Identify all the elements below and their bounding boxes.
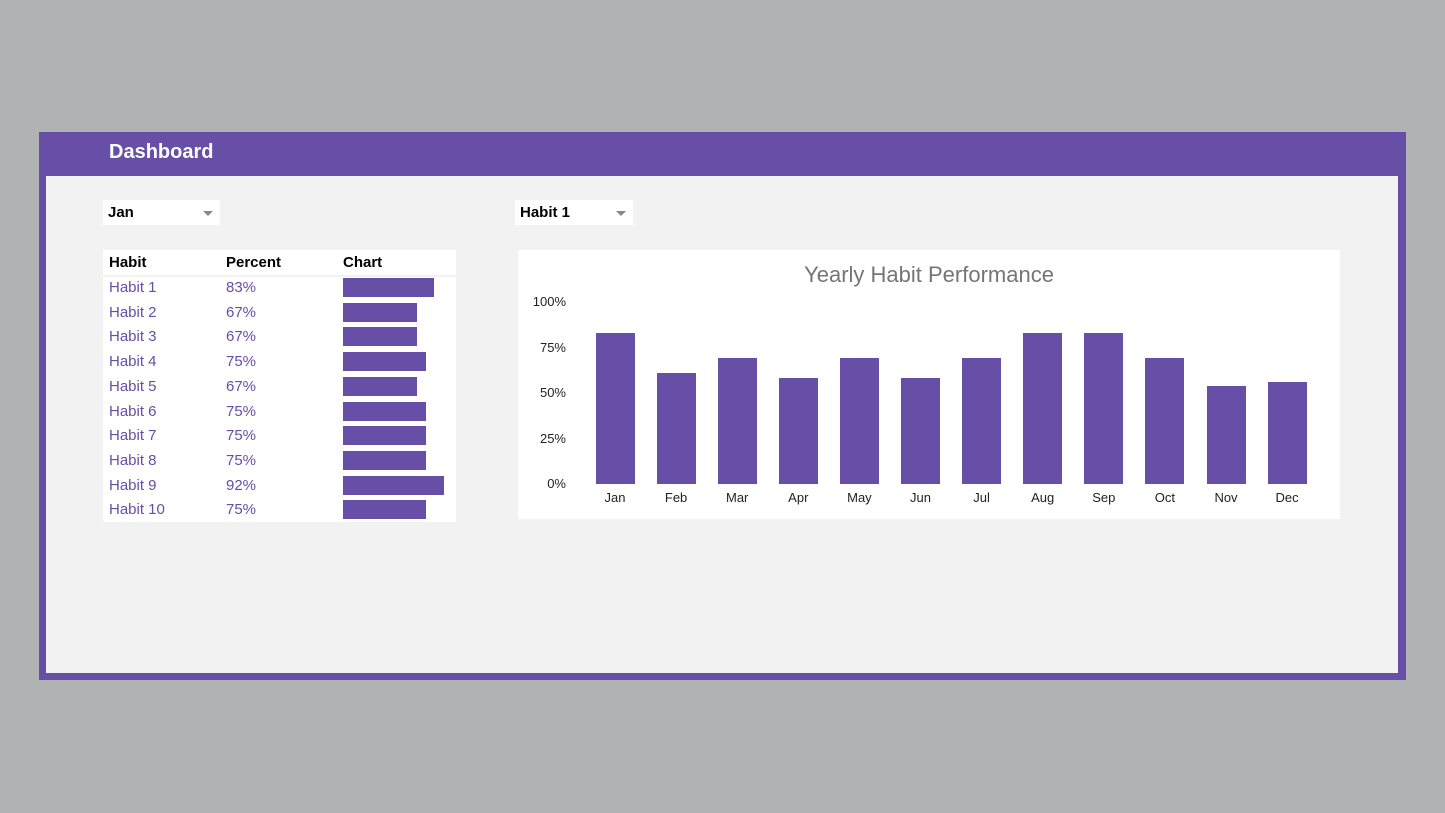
chevron-down-icon — [203, 211, 213, 216]
dashboard-frame: Dashboard Jan Habit 1 Habit Percent Char… — [39, 132, 1406, 680]
percent-bar — [343, 302, 417, 322]
chevron-down-icon — [616, 211, 626, 216]
chart-bar-jul — [962, 358, 1002, 484]
x-tick-label: Jul — [973, 490, 990, 505]
y-tick-label: 25% — [539, 430, 566, 446]
habit-percent: 67% — [226, 377, 257, 395]
habit-percent: 75% — [226, 427, 257, 445]
percent-bar — [343, 327, 417, 347]
table-row: Habit 6 75% — [103, 399, 456, 424]
habit-name: Habit 7 — [109, 427, 157, 445]
habit-name: Habit 4 — [109, 353, 157, 371]
table-row: Habit 1 83% — [103, 275, 456, 300]
habit-dropdown[interactable]: Habit 1 — [515, 200, 633, 225]
chart-bar-mar — [717, 358, 757, 484]
habit-percent: 67% — [226, 303, 257, 321]
habit-percent: 92% — [226, 476, 257, 494]
percent-bar — [343, 450, 426, 470]
habit-name: Habit 8 — [109, 451, 157, 469]
habit-name: Habit 1 — [109, 279, 157, 296]
chart-title: Yearly Habit Performance — [804, 262, 1054, 287]
x-tick-label: Apr — [788, 490, 809, 505]
percent-bar — [343, 426, 426, 446]
chart-bar-jan — [595, 332, 635, 484]
habit-name: Habit 6 — [109, 402, 157, 420]
table-row: Habit 9 92% — [103, 473, 456, 498]
percent-bar — [343, 401, 426, 421]
dashboard-body: Jan Habit 1 Habit Percent Chart Habit 1 … — [46, 176, 1398, 673]
x-tick-label: Aug — [1031, 490, 1055, 505]
habit-percent: 75% — [226, 451, 257, 469]
habit-name: Habit 10 — [109, 501, 165, 519]
x-tick-label: Dec — [1275, 490, 1299, 505]
habit-percent: 75% — [226, 402, 257, 420]
x-tick-label: Mar — [725, 490, 749, 505]
yearly-performance-chart: Yearly Habit Performance 0% 25% 50% 75% 100%… — [518, 250, 1340, 519]
table-header: Habit Percent Chart — [103, 250, 456, 277]
x-tick-label: Nov — [1214, 490, 1238, 505]
table-row: Habit 4 75% — [103, 349, 456, 374]
table-row: Habit 5 67% — [103, 374, 456, 399]
chart-bar-apr — [778, 378, 818, 484]
percent-bar — [343, 500, 426, 520]
x-tick-label: Jan — [604, 490, 626, 505]
x-tick-label: May — [847, 490, 872, 505]
x-tick-label: Jun — [910, 490, 931, 505]
percent-bar — [343, 475, 445, 495]
habit-percent: 67% — [226, 328, 257, 346]
chart-bar-may — [839, 358, 879, 484]
month-dropdown-value: Jan — [108, 204, 134, 221]
column-header-percent: Percent — [226, 254, 282, 271]
percent-bar — [343, 376, 417, 396]
table-row: Habit 10 75% — [103, 497, 456, 522]
y-tick-label: 50% — [539, 385, 566, 400]
x-tick-label: Feb — [664, 490, 688, 505]
x-tick-label: Oct — [1154, 490, 1175, 505]
table-row: Habit 7 75% — [103, 423, 456, 448]
chart-bar-dec — [1267, 382, 1307, 484]
habit-table: Habit Percent Chart Habit 1 83% Habit 2 … — [103, 250, 456, 522]
habit-percent: 75% — [226, 353, 257, 371]
column-header-chart: Chart — [343, 254, 383, 271]
x-tick-label: Sep — [1092, 490, 1116, 505]
column-header-habit: Habit — [109, 254, 147, 271]
habit-name: Habit 2 — [109, 303, 157, 321]
y-tick-label: 100% — [532, 294, 566, 309]
table-row: Habit 8 75% — [103, 448, 456, 473]
table-row: Habit 3 67% — [103, 324, 456, 349]
chart-bar-sep — [1084, 332, 1124, 484]
habit-name: Habit 3 — [109, 328, 157, 346]
habit-percent: 83% — [226, 279, 257, 296]
y-tick-label: 0% — [547, 476, 566, 491]
habit-name: Habit 9 — [109, 476, 157, 494]
chart-bar-jun — [901, 378, 940, 484]
month-dropdown[interactable]: Jan — [103, 200, 220, 225]
page-title: Dashboard — [109, 141, 214, 163]
chart-bar-oct — [1145, 358, 1185, 484]
y-tick-label: 75% — [539, 339, 566, 355]
chart-bar-feb — [656, 372, 696, 484]
chart-bar-aug — [1023, 332, 1063, 484]
percent-bar — [343, 352, 426, 372]
chart-bar-nov — [1206, 385, 1246, 484]
table-row: Habit 2 67% — [103, 300, 456, 325]
habit-dropdown-value: Habit 1 — [520, 204, 571, 221]
habit-name: Habit 5 — [109, 377, 157, 395]
percent-bar — [343, 278, 435, 297]
habit-percent: 75% — [226, 501, 257, 519]
